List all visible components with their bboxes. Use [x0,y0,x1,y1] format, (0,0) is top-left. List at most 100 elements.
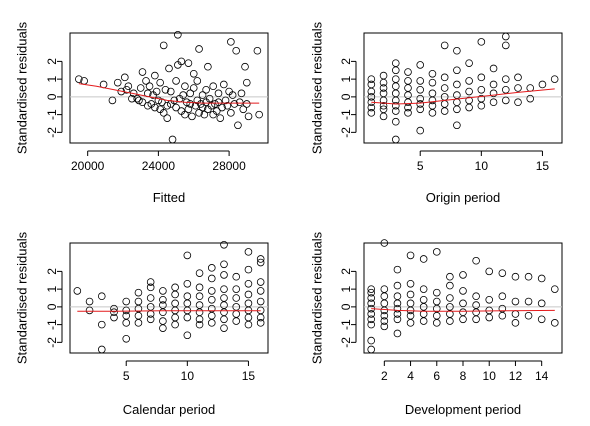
residual-point [85,297,94,306]
residual-point [498,269,507,277]
residual-point [159,295,167,304]
residual-point [428,96,437,105]
residual-point [138,68,147,76]
residual-point [477,38,486,46]
residual-point [406,319,415,327]
residual-point [446,272,454,281]
residual-point [161,85,170,94]
residual-point [134,311,143,320]
residual-point [244,248,253,256]
x-axis-label: Fitted [153,190,186,205]
residual-point [537,274,546,283]
residual-point [428,78,437,87]
residual-point [393,281,402,290]
residual-point [256,258,265,267]
x-tick-label: 12 [509,369,523,383]
y-axis-label: Standardised residuals [310,231,325,364]
residual-point [472,308,480,316]
smooth-trend-line [371,308,555,312]
residual-point [498,292,507,301]
residual-point [256,319,265,327]
residual-point [207,287,216,295]
residual-point [221,96,230,105]
residual-point [419,255,428,263]
residual-point [440,107,449,115]
residual-point [416,105,425,114]
residual-point [406,280,415,288]
residual-point [393,292,402,301]
residual-point [419,317,428,325]
residual-point [432,288,441,297]
residual-point [227,38,235,46]
residual-point [446,317,454,325]
residual-point [406,311,415,320]
residual-point [193,77,202,85]
residual-point [511,319,520,327]
residual-point [511,272,520,281]
residual-point [220,301,228,309]
residual-point [136,84,145,92]
y-tick-label: 1 [45,75,59,82]
x-tick-label: 24000 [142,159,176,173]
residual-point [404,98,412,106]
residual-point [97,320,106,329]
residual-point [244,299,253,308]
residual-point [195,292,204,301]
residual-point [159,324,167,332]
residual-point [232,310,241,318]
y-tick-label: 0 [339,303,353,310]
residual-point [453,80,461,89]
residual-point [244,280,253,288]
residual-point [220,240,228,249]
residual-point [232,285,241,293]
residual-point [367,315,376,324]
residual-point [404,68,412,76]
residual-point [367,109,376,117]
residual-point [198,103,207,112]
residual-point [514,73,522,82]
residual-point [472,292,480,301]
residual-point [379,84,388,92]
residual-point [367,310,376,318]
residual-point [197,100,205,108]
y-tick-label: 1 [339,285,353,292]
residual-point [404,77,412,85]
residual-point [440,84,449,92]
residual-point [432,311,441,320]
residual-point [183,313,192,322]
residual-point [183,299,192,308]
residual-point [122,311,131,320]
y-tick-label: -2 [339,337,353,348]
residual-point [184,59,193,67]
residual-point [220,271,228,279]
residual-point [253,46,262,55]
residual-point [232,317,241,325]
residual-point [165,64,173,73]
residual-point [184,105,193,114]
residual-point [135,96,143,105]
residual-point [159,301,167,309]
residual-point [122,85,131,94]
residual-point [404,91,412,99]
residual-point [171,290,179,299]
residual-point [367,80,376,89]
residual-point [538,80,547,89]
x-tick-label: 8 [460,369,467,383]
residual-point [207,295,216,304]
x-tick-label: 15 [536,159,550,173]
residual-point [146,294,155,302]
residual-point [459,308,467,316]
residual-point [501,96,510,105]
residual-point [489,89,498,98]
residual-point [207,274,216,283]
residual-point [367,288,376,297]
residual-point [232,46,240,55]
residual-point [212,107,221,115]
residual-point [177,57,186,66]
residual-point [134,319,143,327]
residual-point [97,292,106,301]
x-tick-label: 28000 [212,159,246,173]
y-tick-label: 0 [45,303,59,310]
residual-point [380,299,389,308]
residual-point [489,64,498,73]
